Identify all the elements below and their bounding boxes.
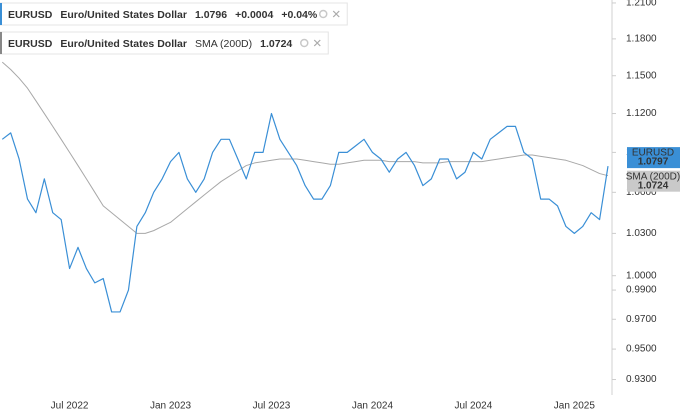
legend-row: EURUSD Euro/United States Dollar SMA (200D… bbox=[0, 31, 329, 55]
price-tag: SMA (200D)1.0724 bbox=[626, 170, 680, 192]
series-line bbox=[1, 112, 609, 313]
legend-description: Euro/United States Dollar bbox=[60, 38, 187, 50]
legend-last: 1.0796 bbox=[195, 9, 227, 21]
plot-area bbox=[1, 61, 609, 313]
legend-symbol: EURUSD bbox=[8, 9, 53, 21]
price-tag-name: EURUSD bbox=[632, 148, 674, 159]
price-tag-bg bbox=[627, 170, 680, 192]
x-tick-label: Jul 2022 bbox=[51, 401, 89, 412]
legend-indicator: SMA (200D) bbox=[195, 38, 252, 50]
legend-row: EURUSD Euro/United States Dollar 1.0796 +0.… bbox=[0, 2, 348, 26]
price-tag-value: 1.0797 bbox=[638, 157, 669, 168]
y-tick-label: 1.0300 bbox=[626, 228, 657, 239]
legend-change: +0.0004 bbox=[235, 9, 273, 21]
x-tick-label: Jul 2023 bbox=[253, 401, 291, 412]
y-tick-label: 1.0600 bbox=[626, 187, 657, 198]
series-line bbox=[1, 61, 609, 234]
y-tick-label: 0.9900 bbox=[626, 285, 657, 296]
legend-row-marker bbox=[0, 3, 2, 25]
legend-value: 1.0724 bbox=[260, 38, 292, 50]
y-tick-label: 0.9700 bbox=[626, 314, 657, 325]
y-tick-label: 0.9500 bbox=[626, 344, 657, 355]
legend-symbol: EURUSD bbox=[8, 38, 53, 50]
y-tick-label: 1.2100 bbox=[626, 0, 657, 9]
price-tag-name: SMA (200D) bbox=[626, 171, 680, 182]
legend-change-pct: +0.04% bbox=[281, 9, 318, 21]
icon-close bbox=[332, 10, 340, 18]
y-tick-label: 1.1500 bbox=[626, 70, 657, 81]
x-tick-label: Jan 2023 bbox=[150, 401, 192, 412]
x-tick-label: Jul 2024 bbox=[454, 401, 492, 412]
legend-row-marker bbox=[0, 32, 2, 54]
icon-close bbox=[313, 39, 321, 47]
x-tick-label: Jan 2024 bbox=[352, 401, 394, 412]
y-tick-label: 1.0000 bbox=[626, 270, 657, 281]
y-tick-label: 1.1800 bbox=[626, 34, 657, 45]
price-tag-value: 1.0724 bbox=[638, 180, 669, 191]
y-tick-label: 0.9300 bbox=[626, 374, 657, 385]
icon-settings bbox=[318, 9, 328, 19]
legend: EURUSD Euro/United States Dollar 1.0796 +0.… bbox=[0, 2, 348, 55]
icon-settings bbox=[300, 38, 309, 48]
y-tick-label: 1.1200 bbox=[626, 108, 657, 119]
x-tick-label: Jan 2025 bbox=[554, 401, 596, 412]
price-tag-bg bbox=[627, 147, 680, 169]
legend-description: Euro/United States Dollar bbox=[60, 9, 187, 21]
legend-row-bg bbox=[0, 2, 348, 26]
legend-row-bg bbox=[0, 31, 329, 55]
